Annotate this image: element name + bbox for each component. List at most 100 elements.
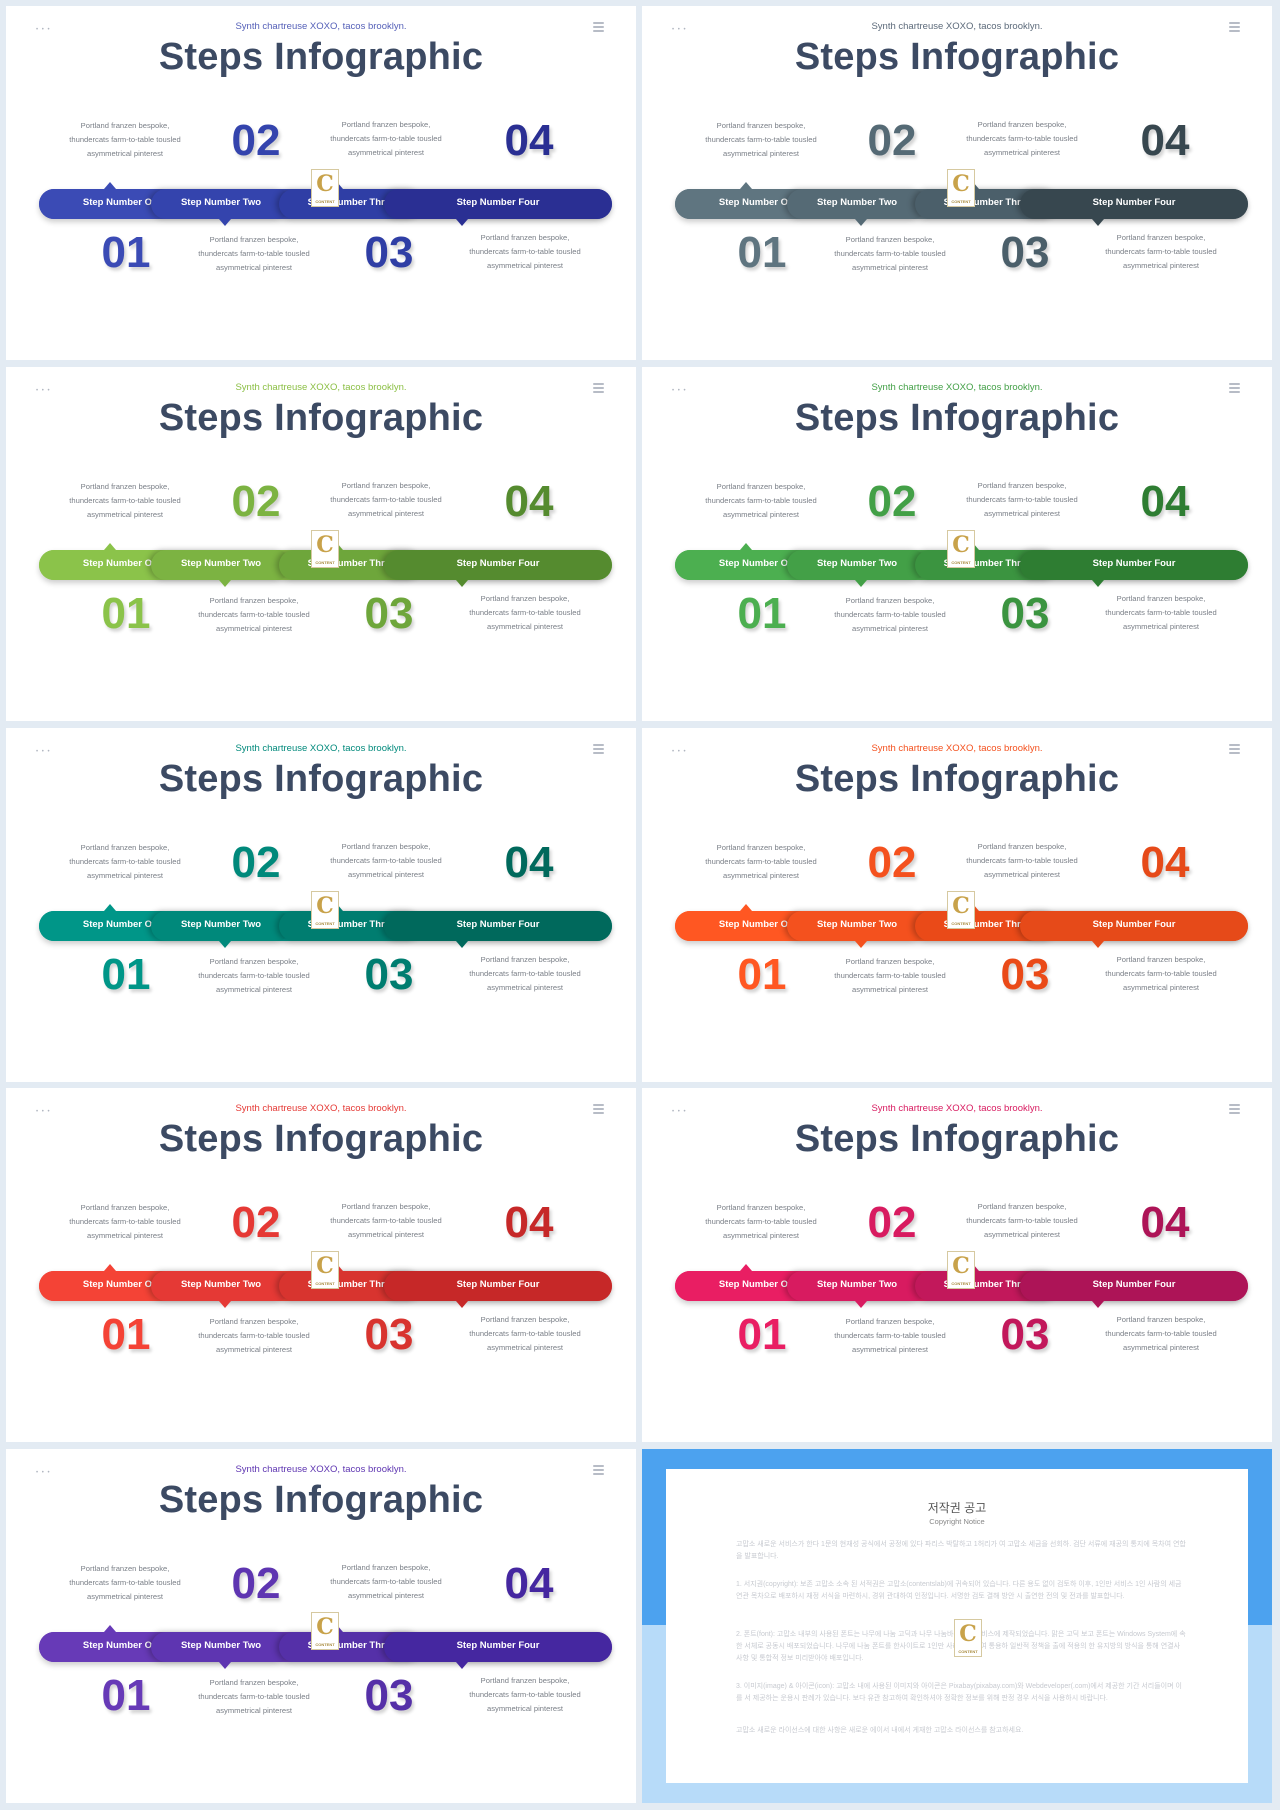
step-number-two: 02	[231, 838, 281, 887]
step-two-pointer	[855, 1301, 867, 1308]
step-label-four: Step Number Four	[456, 919, 540, 930]
menu-icon	[593, 1465, 604, 1475]
watermark-logo: C CONTENT	[311, 891, 339, 929]
step-four-description: Portland franzen bespoke, thundercats fa…	[1105, 1315, 1217, 1352]
step-number-four: 04	[1140, 1198, 1190, 1247]
step-one-pointer	[104, 1625, 116, 1632]
step-two-description: Portland franzen bespoke, thundercats fa…	[198, 596, 310, 633]
watermark-letter: C	[316, 893, 334, 919]
step-four-pointer	[1092, 1301, 1104, 1308]
slide-subtitle: Synth chartreuse XOXO, tacos brooklyn.	[235, 1103, 407, 1114]
step-label-one: Step Number One	[82, 1640, 164, 1651]
slide-title: Steps Infographic	[158, 1118, 484, 1160]
step-one-description: Portland franzen bespoke, thundercats fa…	[69, 482, 181, 519]
step-number-two: 02	[231, 116, 281, 165]
step-two-pointer	[219, 1662, 231, 1669]
step-two-pointer	[855, 219, 867, 226]
step-label-two: Step Number Two	[816, 558, 898, 569]
step-four-pointer	[456, 1301, 468, 1308]
steps-slide-green: • • • Synth chartreuse XOXO, tacos brookl…	[642, 367, 1272, 721]
step-two-pointer	[219, 580, 231, 587]
slide-title: Steps Infographic	[158, 397, 484, 439]
step-segment-two: Step Number Two	[151, 550, 291, 580]
menu-icon	[593, 1104, 604, 1114]
step-two-description: Portland franzen bespoke, thundercats fa…	[198, 235, 310, 272]
step-number-three: 03	[364, 589, 414, 638]
step-label-one: Step Number One	[82, 197, 164, 208]
corner-dots: • • •	[36, 1470, 51, 1476]
steps-slide-teal: • • • Synth chartreuse XOXO, tacos brookl…	[6, 728, 636, 1082]
step-label-three: Step Number Three	[943, 197, 1032, 208]
step-label-three: Step Number Three	[943, 919, 1032, 930]
step-one-pointer	[740, 182, 752, 189]
watermark-text: CONTENT	[315, 1281, 335, 1286]
step-one-pointer	[104, 182, 116, 189]
steps-slide-purple: • • • Synth chartreuse XOXO, tacos brookl…	[6, 1449, 636, 1803]
watermark-letter: C	[952, 171, 970, 197]
watermark-logo: C CONTENT	[311, 1612, 339, 1650]
watermark-text: CONTENT	[315, 921, 335, 926]
step-segment-two: Step Number Two	[151, 189, 291, 219]
step-label-three: Step Number Three	[307, 1279, 396, 1290]
step-segment-two: Step Number Two	[787, 189, 927, 219]
step-label-three: Step Number Three	[307, 1640, 396, 1651]
steps-bar: Step Number One Step Number Two Step Numbe…	[675, 904, 1248, 948]
watermark-text: CONTENT	[315, 199, 335, 204]
step-segment-four: Step Number Four	[1020, 189, 1248, 219]
step-four-description: Portland franzen bespoke, thundercats fa…	[469, 1676, 581, 1713]
step-label-four: Step Number Four	[456, 1279, 540, 1290]
step-label-four: Step Number Four	[1092, 1279, 1176, 1290]
slide-subtitle: Synth chartreuse XOXO, tacos brooklyn.	[871, 1103, 1043, 1114]
step-one-pointer	[104, 543, 116, 550]
step-label-three: Step Number Three	[307, 919, 396, 930]
slide-subtitle: Synth chartreuse XOXO, tacos brooklyn.	[871, 743, 1043, 754]
step-two-pointer	[219, 1301, 231, 1308]
corner-dots: • • •	[672, 749, 687, 755]
step-label-two: Step Number Two	[180, 1640, 262, 1651]
notice-paragraph-image: 3. 이미지(image) & 아이콘(icon): 고맙소 내에 사용된 이미…	[736, 1683, 1182, 1702]
watermark-text: CONTENT	[958, 1649, 978, 1654]
corner-dots: • • •	[672, 388, 687, 394]
step-number-three: 03	[1000, 589, 1050, 638]
step-label-four: Step Number Four	[456, 197, 540, 208]
steps-bar: Step Number One Step Number Two Step Numbe…	[39, 1625, 612, 1669]
watermark-letter: C	[316, 1614, 334, 1640]
step-number-three: 03	[364, 1310, 414, 1359]
step-four-description: Portland franzen bespoke, thundercats fa…	[1105, 594, 1217, 631]
step-four-description: Portland franzen bespoke, thundercats fa…	[1105, 955, 1217, 992]
watermark-letter: C	[316, 1253, 334, 1279]
watermark-logo: C CONTENT	[947, 530, 975, 568]
slide-subtitle: Synth chartreuse XOXO, tacos brooklyn.	[235, 21, 407, 32]
step-number-three: 03	[364, 228, 414, 277]
step-four-pointer	[456, 580, 468, 587]
step-number-one: 01	[101, 1310, 151, 1359]
step-two-pointer	[855, 941, 867, 948]
step-one-pointer	[740, 1264, 752, 1271]
corner-dots: • • •	[36, 27, 51, 33]
notice-paragraph-copyright: 1. 서지권(copyright): 보존 고맙소 소속 된 서적권은 고맙소(…	[736, 1581, 1182, 1600]
step-four-pointer	[1092, 219, 1104, 226]
step-label-three: Step Number Three	[307, 197, 396, 208]
step-number-three: 03	[364, 950, 414, 999]
watermark-letter: C	[952, 1253, 970, 1279]
step-label-three: Step Number Three	[307, 558, 396, 569]
slide-subtitle: Synth chartreuse XOXO, tacos brooklyn.	[871, 382, 1043, 393]
step-label-two: Step Number Two	[180, 197, 262, 208]
slide-title: Steps Infographic	[158, 1479, 484, 1521]
slide-title: Steps Infographic	[158, 36, 484, 78]
step-segment-four: Step Number Four	[384, 550, 612, 580]
step-two-description: Portland franzen bespoke, thundercats fa…	[834, 596, 946, 633]
step-two-pointer	[855, 580, 867, 587]
step-four-description: Portland franzen bespoke, thundercats fa…	[469, 1315, 581, 1352]
step-segment-two: Step Number Two	[151, 911, 291, 941]
step-label-two: Step Number Two	[816, 919, 898, 930]
step-number-three: 03	[1000, 228, 1050, 277]
notice-title: 저작권 공고	[927, 1501, 987, 1515]
step-two-description: Portland franzen bespoke, thundercats fa…	[198, 957, 310, 994]
watermark-logo: C CONTENT	[311, 169, 339, 207]
slide-subtitle: Synth chartreuse XOXO, tacos brooklyn.	[235, 743, 407, 754]
step-number-two: 02	[867, 477, 917, 526]
step-four-pointer	[456, 1662, 468, 1669]
step-one-description: Portland franzen bespoke, thundercats fa…	[69, 1203, 181, 1240]
watermark-letter: C	[316, 532, 334, 558]
